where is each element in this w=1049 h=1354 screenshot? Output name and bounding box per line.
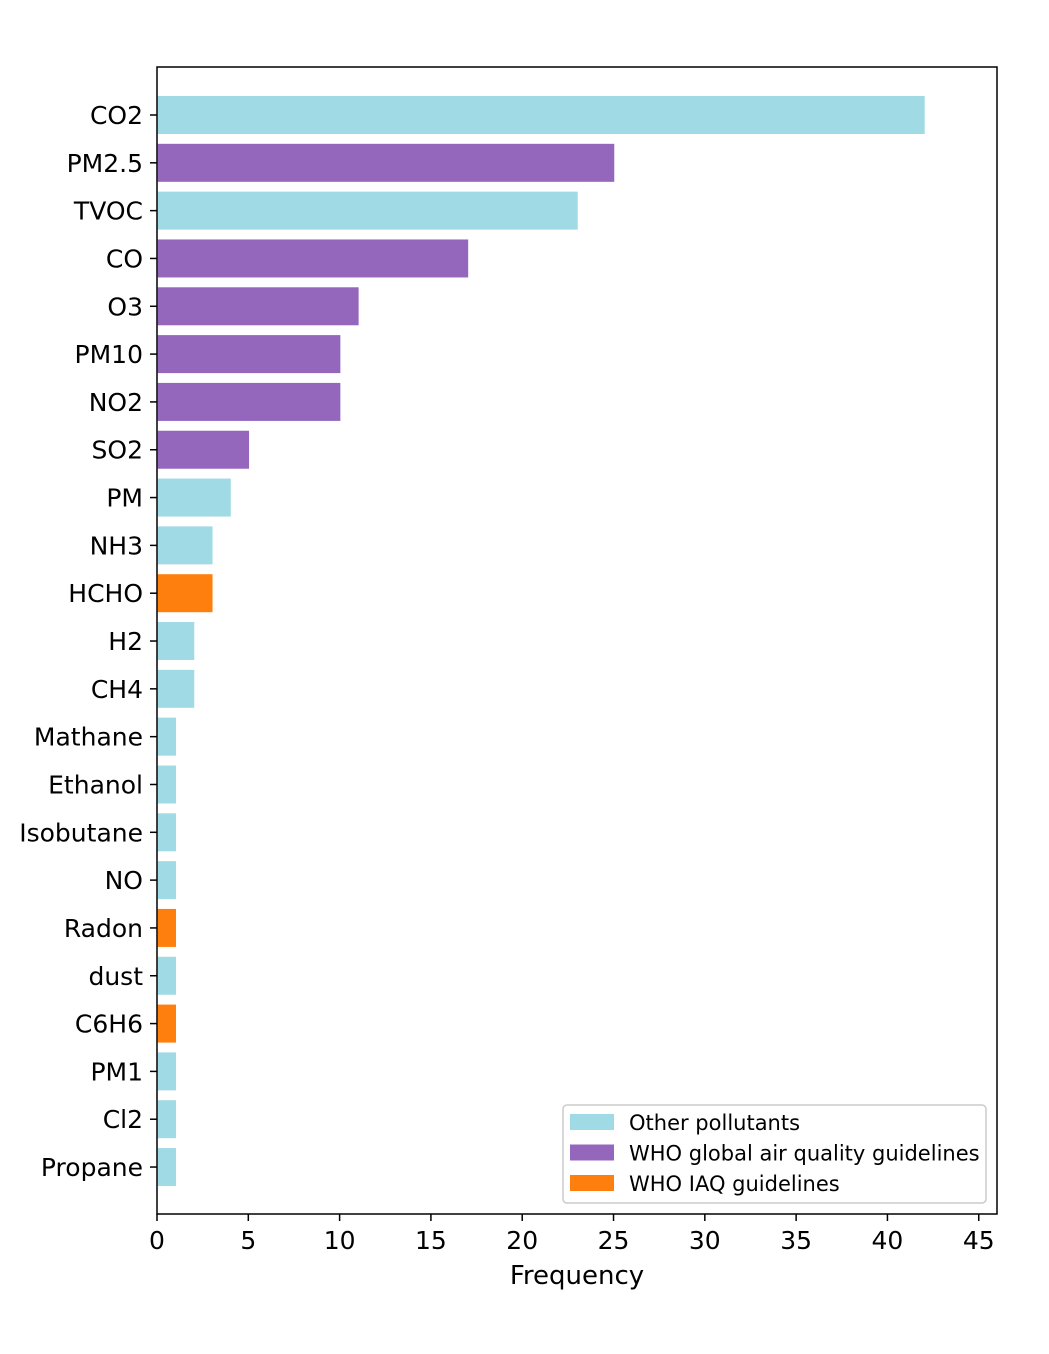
y-tick-label: NH3 <box>90 531 143 560</box>
bars-layer <box>157 96 925 1187</box>
legend-swatch <box>570 1114 614 1130</box>
bar-dust <box>157 956 177 995</box>
legend-box <box>562 1104 987 1204</box>
y-tick-label: PM1 <box>90 1057 143 1086</box>
x-axis: 0 5 10 15 20 25 30 35 40 45 <box>149 1214 995 1255</box>
x-tick-label: 30 <box>689 1226 721 1255</box>
bar-ch4 <box>157 669 195 708</box>
bar-o3 <box>157 287 359 326</box>
bar-pm <box>157 478 231 517</box>
bar-c6h6 <box>157 1004 177 1043</box>
y-tick-label: Radon <box>64 914 143 943</box>
bar-propane <box>157 1148 177 1187</box>
y-tick-label: dust <box>88 962 143 991</box>
y-tick-label: PM10 <box>75 340 143 369</box>
legend: Other pollutants WHO global air quality g… <box>562 1104 987 1204</box>
bar-cl2 <box>157 1100 177 1139</box>
bar-no <box>157 861 177 900</box>
y-tick-label: NO2 <box>89 388 143 417</box>
plot-frame <box>156 66 998 1215</box>
bar-so2 <box>157 430 250 469</box>
legend-entry-label: WHO IAQ guidelines <box>629 1172 840 1196</box>
bar-no2 <box>157 382 341 421</box>
bar-nh3 <box>157 526 213 565</box>
y-tick-label: TVOC <box>73 197 143 226</box>
y-tick-label: PM <box>106 484 143 513</box>
y-tick-label: CO <box>106 244 143 273</box>
bar-pm1 <box>157 1052 177 1091</box>
legend-swatch <box>570 1175 614 1191</box>
y-tick-label: SO2 <box>92 436 143 465</box>
x-axis-label: Frequency <box>510 1261 644 1291</box>
y-tick-label: CO2 <box>90 101 143 130</box>
legend-entry-label: WHO global air quality guidelines <box>629 1142 980 1166</box>
x-tick-label: 40 <box>872 1226 904 1255</box>
x-tick-label: 35 <box>780 1226 812 1255</box>
y-tick-label: PM2.5 <box>67 149 143 178</box>
y-tick-label: O3 <box>107 292 143 321</box>
x-tick-label: 5 <box>240 1226 256 1255</box>
bar-tvoc <box>157 191 578 230</box>
y-tick-label: Isobutane <box>19 818 143 847</box>
x-tick-label: 20 <box>506 1226 538 1255</box>
y-tick-label: Propane <box>41 1153 143 1182</box>
bar-radon <box>157 908 177 947</box>
y-tick-label: Cl2 <box>103 1105 143 1134</box>
bar-co <box>157 239 469 278</box>
x-tick-label: 10 <box>324 1226 356 1255</box>
x-tick-label: 45 <box>963 1226 995 1255</box>
y-tick-label: NO <box>105 866 143 895</box>
y-axis: CO2 PM2.5 TVOC CO O3 PM10 NO2 SO2 PM NH3 HCHO H2 CH4… <box>19 101 157 1182</box>
bar-isobutane <box>157 813 177 852</box>
legend-entry-label: Other pollutants <box>629 1111 800 1135</box>
bar-co2 <box>157 96 925 134</box>
bar-hcho <box>157 574 213 613</box>
y-tick-label: H2 <box>108 627 143 656</box>
legend-swatch <box>570 1144 614 1161</box>
x-tick-label: 15 <box>415 1226 447 1255</box>
y-tick-label: CH4 <box>91 675 143 704</box>
y-tick-label: Mathane <box>34 723 143 752</box>
bar-pm2-5 <box>157 143 615 182</box>
y-tick-label: C6H6 <box>75 1010 143 1039</box>
x-tick-label: 25 <box>598 1226 630 1255</box>
bar-h2 <box>157 622 195 661</box>
bar-pm10 <box>157 335 341 374</box>
y-tick-label: Ethanol <box>48 770 143 799</box>
bar-ethanol <box>157 765 177 804</box>
x-tick-label: 0 <box>149 1226 165 1255</box>
y-tick-label: HCHO <box>68 579 143 608</box>
bar-mathane <box>157 717 177 756</box>
